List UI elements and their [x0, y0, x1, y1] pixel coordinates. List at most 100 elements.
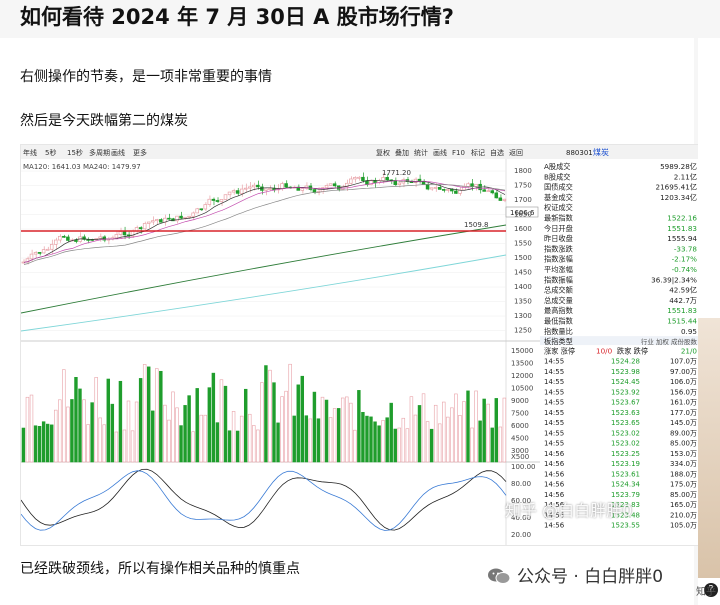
- price-tick: 1800: [514, 167, 532, 175]
- wechat-icon: [488, 568, 511, 584]
- quote-label: 指数涨跌: [544, 244, 573, 253]
- peak-label: 1771.20: [382, 169, 411, 177]
- quote-value: 0.95: [681, 327, 697, 336]
- tick-price: 1523.25: [611, 450, 640, 458]
- right-sidebar: ?: [698, 38, 720, 605]
- tick-time: 14:56: [544, 450, 565, 458]
- toolbar-item[interactable]: 画线: [111, 148, 125, 157]
- tick-price: 1523.19: [611, 460, 640, 468]
- toolbar-item[interactable]: 画线: [433, 148, 447, 157]
- quote-value: -33.78: [674, 244, 698, 253]
- volume-bars: [21, 363, 507, 463]
- toolbar-item[interactable]: 叠加: [395, 148, 409, 157]
- tick-time: 14:55: [544, 368, 564, 376]
- toolbar-item[interactable]: 15秒: [67, 148, 83, 157]
- paragraph-3: 已经跌破颈线，所以有操作相关品种的慎重点: [20, 561, 300, 577]
- quote-value: 5989.28亿: [660, 162, 697, 171]
- quote-value: -0.74%: [672, 265, 698, 274]
- ma-legend: MA120: 1641.03 MA240: 1479.97: [23, 163, 141, 171]
- tick-time: 14:55: [544, 409, 564, 417]
- quote-label: 权证成交: [544, 203, 573, 212]
- volume-tick: 3000: [511, 447, 529, 455]
- tick-volume: 85.00万: [670, 440, 697, 448]
- price-tick: 1700: [514, 196, 532, 204]
- quote-label: 总成交额: [544, 286, 573, 295]
- quote-label: 国债成交: [544, 183, 573, 192]
- stock-chart-screenshot[interactable]: 年线 5秒 15秒 多周期 画线 更多 复权 叠加 统计 画线 F10 标记 自选 返回 MA120: …: [20, 144, 701, 546]
- toolbar-item[interactable]: 自选: [490, 148, 504, 157]
- quote-label: 昨日收盘: [544, 234, 573, 243]
- tick-volume: 105.0万: [670, 522, 697, 530]
- indicator-tick: 100.00: [511, 463, 536, 471]
- quote-label: 最高指数: [544, 306, 573, 315]
- quote-value: 1555.94: [667, 234, 697, 243]
- price-tick: 1650: [514, 211, 532, 219]
- tick-time: 14:56: [544, 491, 565, 499]
- tick-volume: 106.0万: [670, 378, 697, 386]
- tick-price: 1523.65: [611, 419, 640, 427]
- tick-volume: 334.0万: [670, 460, 697, 468]
- article-card: 右侧操作的节奏，是一项非常重要的事情 然后是今天跌幅第二的煤炭 年线 5秒 15秒多…: [0, 38, 701, 605]
- quote-value: 2.11亿: [674, 172, 697, 181]
- toolbar-item[interactable]: 返回: [509, 149, 523, 157]
- paragraph-2: 然后是今天跌幅第二的煤炭: [20, 113, 188, 129]
- help-icon[interactable]: ?: [704, 583, 718, 597]
- quote-label: 基金成交: [544, 193, 573, 202]
- tick-list: 14:55 1524.28 107.0万 14:55 1523.98 97.00万 14:5…: [544, 358, 697, 530]
- indicator-lines: [21, 468, 507, 531]
- price-tick: 1300: [514, 312, 532, 320]
- sector-type-label: 板指类型: [544, 337, 573, 346]
- price-tick: 1550: [514, 240, 532, 248]
- paragraph-1: 右侧操作的节奏，是一项非常重要的事情: [20, 69, 272, 85]
- quote-value: 1551.83: [667, 306, 697, 315]
- tick-time: 14:56: [544, 481, 565, 489]
- tick-time: 14:55: [544, 399, 564, 407]
- quote-label: A股成交: [544, 162, 570, 171]
- indicator-tick: 60.00: [511, 497, 531, 505]
- quote-label: 今日开盘: [544, 224, 573, 233]
- price-axis: 1800 1750 1700 1650 1600 1550 1500 1450 1400 1350…: [514, 167, 532, 335]
- price-tick: 1400: [514, 283, 532, 291]
- volume-unit: X500: [511, 453, 529, 461]
- tick-volume: 85.00万: [670, 491, 697, 499]
- tick-volume: 156.0万: [670, 388, 697, 396]
- toolbar-item[interactable]: F10: [452, 149, 465, 157]
- sidebar-image: [698, 318, 720, 578]
- tick-time: 14:55: [544, 440, 564, 448]
- quote-value: 1551.83: [667, 224, 697, 233]
- tick-time: 14:56: [544, 501, 565, 509]
- tick-volume: 165.0万: [670, 501, 697, 509]
- toolbar-item[interactable]: 年线: [23, 148, 37, 157]
- tick-volume: 210.0万: [670, 511, 697, 519]
- price-tick: 1500: [514, 254, 532, 262]
- quote-value: 21695.41亿: [656, 183, 697, 192]
- toolbar-item[interactable]: 多周期: [89, 148, 110, 157]
- tick-time: 14:55: [544, 358, 564, 366]
- tick-price: 1523.83: [611, 501, 640, 509]
- updown-label: 涨家 涨停: [544, 347, 575, 356]
- price-tick: 1600: [514, 225, 532, 233]
- tick-time: 14:56: [544, 470, 565, 478]
- quote-label: 最低指数: [544, 317, 573, 326]
- volume-tick: 6000: [511, 422, 529, 430]
- tick-price: 1524.45: [611, 378, 640, 386]
- toolbar-item[interactable]: 标记: [471, 148, 485, 157]
- tick-price: 1523.55: [611, 522, 640, 530]
- quote-value: 442.7万: [669, 296, 697, 305]
- toolbar-item[interactable]: 5秒: [45, 148, 56, 157]
- chart-toolbar-left: 年线 5秒 15秒 多周期 画线 更多: [23, 148, 147, 157]
- toolbar-item[interactable]: 统计: [414, 148, 428, 157]
- tick-price: 1523.02: [611, 440, 640, 448]
- updown-up: 10/0: [596, 347, 613, 356]
- tick-time: 14:55: [544, 429, 564, 437]
- price-tick: 1250: [514, 327, 532, 335]
- indicator-tick: 20.00: [511, 531, 531, 539]
- tick-price: 1523.02: [611, 429, 640, 437]
- indicator-axis: 100.00 80.00 60.00 40.00 20.00: [511, 463, 536, 539]
- low-label: 1509.8: [464, 221, 489, 229]
- toolbar-item[interactable]: 复权: [376, 148, 390, 157]
- volume-axis: 15000 13500 12000 10500 9000 7500 6000 4500 3000: [511, 347, 533, 455]
- toolbar-item[interactable]: 更多: [133, 148, 147, 157]
- volume-tick: 4500: [511, 435, 529, 443]
